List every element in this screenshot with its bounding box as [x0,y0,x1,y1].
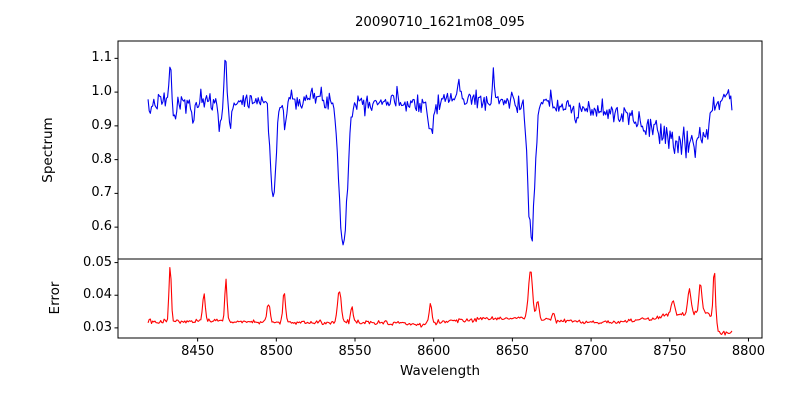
error-line [147,266,733,336]
y-axis-label-error: Error [47,281,63,315]
x-tick-label: 8550 [338,344,372,359]
y-tick-label: 0.8 [91,151,112,167]
x-tick-label: 8800 [731,344,765,359]
y-tick-label: 0.04 [83,287,112,303]
y-tick-label: 0.05 [83,254,112,270]
x-tick-label: 8600 [417,344,451,359]
y-tick-label: 0.7 [91,185,112,201]
spectrum-axes-frame [117,40,763,260]
y-tick-label: 0.6 [91,219,112,235]
y-tick-label: 0.03 [83,319,112,335]
y-axis-label-spectrum: Spectrum [40,117,56,183]
chart-title: 20090710_1621m08_095 [354,15,526,30]
spectrum-line [147,59,733,246]
y-tick-label: 0.9 [91,117,112,133]
x-axis-label: Wavelength [399,363,481,379]
y-tick-label: 1.1 [91,50,112,66]
x-tick-label: 8750 [653,344,687,359]
x-tick-label: 8650 [495,344,529,359]
y-tick-label: 1.0 [91,84,112,100]
error-axes-frame [117,258,763,339]
x-tick-label: 8700 [574,344,608,359]
x-tick-label: 8500 [259,344,293,359]
x-tick-label: 8450 [181,344,215,359]
